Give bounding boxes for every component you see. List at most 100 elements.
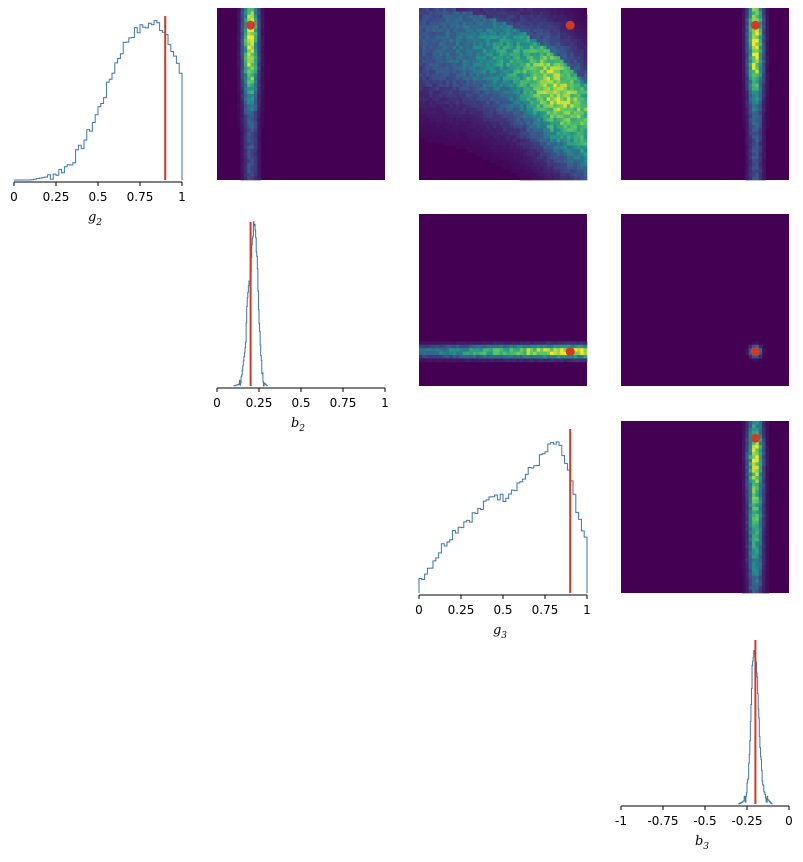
heatmap-cell bbox=[422, 135, 427, 140]
heatmap-cell bbox=[516, 21, 521, 26]
heatmap-cell bbox=[425, 135, 430, 140]
heatmap-cell bbox=[765, 118, 770, 122]
heatmap-cell bbox=[509, 128, 514, 133]
heatmap-cell bbox=[580, 25, 584, 29]
heatmap-cell bbox=[556, 169, 561, 174]
heatmap-cell bbox=[482, 138, 487, 143]
heatmap-cell bbox=[573, 97, 578, 102]
heatmap-cell bbox=[543, 121, 547, 126]
heatmap-cell bbox=[576, 97, 581, 102]
heatmap-cell bbox=[472, 124, 477, 129]
axis-label-g3: g3 bbox=[493, 623, 507, 641]
heatmap-cell bbox=[755, 527, 760, 532]
heatmap-cell bbox=[513, 135, 517, 140]
heatmap-cell bbox=[237, 107, 241, 112]
heatmap-cell bbox=[583, 94, 588, 98]
heatmap-cell bbox=[758, 149, 763, 153]
heatmap-cell bbox=[566, 45, 571, 50]
heatmap-cell bbox=[243, 32, 248, 36]
heatmap-cell bbox=[580, 97, 584, 102]
heatmap-cell bbox=[580, 351, 584, 356]
heatmap-cell bbox=[506, 162, 511, 167]
heatmap-cell bbox=[566, 66, 571, 71]
heatmap-cell bbox=[489, 159, 494, 164]
heatmap-cell bbox=[529, 100, 534, 105]
heatmap-cell bbox=[429, 69, 433, 74]
heatmap-cell bbox=[519, 100, 524, 105]
heatmap-cell bbox=[762, 586, 766, 590]
heatmap-cell bbox=[543, 344, 547, 349]
heatmap-cell bbox=[425, 97, 430, 102]
heatmap-cell bbox=[755, 131, 760, 136]
heatmap-cell bbox=[506, 348, 511, 352]
heatmap-cell bbox=[546, 358, 551, 363]
heatmap-cell bbox=[752, 445, 756, 449]
heatmap-cell bbox=[479, 111, 484, 115]
joint-g2-g3 bbox=[419, 8, 588, 181]
heatmap-cell bbox=[516, 341, 521, 346]
heatmap-cell bbox=[576, 18, 581, 23]
tick-label-b3-0: -1 bbox=[615, 814, 627, 828]
heatmap-cell bbox=[546, 97, 551, 102]
heatmap-cell bbox=[745, 32, 749, 36]
tick-label-g2-0: 0 bbox=[10, 190, 18, 204]
heatmap-cell bbox=[762, 124, 766, 129]
heatmap-cell bbox=[580, 173, 584, 177]
heatmap-cell bbox=[519, 348, 524, 352]
heatmap-cell bbox=[429, 121, 433, 126]
heatmap-cell bbox=[476, 107, 480, 112]
heatmap-cell bbox=[576, 351, 581, 356]
heatmap-cell bbox=[539, 344, 544, 349]
heatmap-cell bbox=[425, 21, 430, 26]
heatmap-cell bbox=[539, 28, 544, 33]
heatmap-cell bbox=[529, 104, 534, 109]
heatmap-cell bbox=[247, 35, 251, 40]
heatmap-cell bbox=[553, 83, 558, 88]
heatmap-cell bbox=[452, 124, 457, 129]
heatmap-cell bbox=[432, 76, 437, 81]
heatmap-cell bbox=[758, 355, 763, 359]
heatmap-cell bbox=[752, 575, 756, 580]
heatmap-cell bbox=[257, 69, 261, 74]
heatmap-cell bbox=[536, 131, 541, 136]
heatmap-cell bbox=[570, 142, 574, 146]
heatmap-cell bbox=[489, 107, 494, 112]
heatmap-cell bbox=[489, 59, 494, 64]
heatmap-cell bbox=[466, 18, 470, 23]
heatmap-cell bbox=[439, 80, 443, 84]
heatmap-cell bbox=[462, 114, 467, 119]
heatmap-cell bbox=[455, 111, 460, 115]
heatmap-cell bbox=[576, 76, 581, 81]
heatmap-cell bbox=[466, 94, 470, 98]
heatmap-cell bbox=[442, 42, 447, 47]
heatmap-cell bbox=[509, 358, 514, 363]
heatmap-cell bbox=[576, 87, 581, 91]
heatmap-cell bbox=[758, 465, 763, 470]
heatmap-cell bbox=[482, 49, 487, 54]
heatmap-cell bbox=[553, 358, 558, 363]
heatmap-cell bbox=[556, 14, 561, 19]
heatmap-cell bbox=[745, 18, 749, 23]
heatmap-cell bbox=[422, 59, 427, 64]
heatmap-cell bbox=[570, 169, 574, 174]
heatmap-cell bbox=[536, 25, 541, 29]
heatmap-cell bbox=[550, 87, 554, 91]
heatmap-cell bbox=[469, 80, 474, 84]
heatmap-cell bbox=[550, 8, 554, 12]
heatmap-cell bbox=[519, 124, 524, 129]
heatmap-cell bbox=[432, 118, 437, 122]
heatmap-cell bbox=[499, 35, 504, 40]
heatmap-cell bbox=[449, 66, 453, 71]
heatmap-cell bbox=[536, 128, 541, 133]
heatmap-cell bbox=[425, 59, 430, 64]
heatmap-cell bbox=[560, 176, 564, 181]
heatmap-cell bbox=[240, 128, 245, 133]
heatmap-cell bbox=[755, 135, 760, 140]
heatmap-cell bbox=[539, 25, 544, 29]
heatmap-cell bbox=[748, 558, 753, 563]
heatmap-cell bbox=[533, 21, 537, 26]
heatmap-cell bbox=[526, 114, 531, 119]
heatmap-cell bbox=[419, 69, 423, 74]
heatmap-cell bbox=[536, 118, 541, 122]
tick-label-g2-3: 0.75 bbox=[127, 190, 154, 204]
